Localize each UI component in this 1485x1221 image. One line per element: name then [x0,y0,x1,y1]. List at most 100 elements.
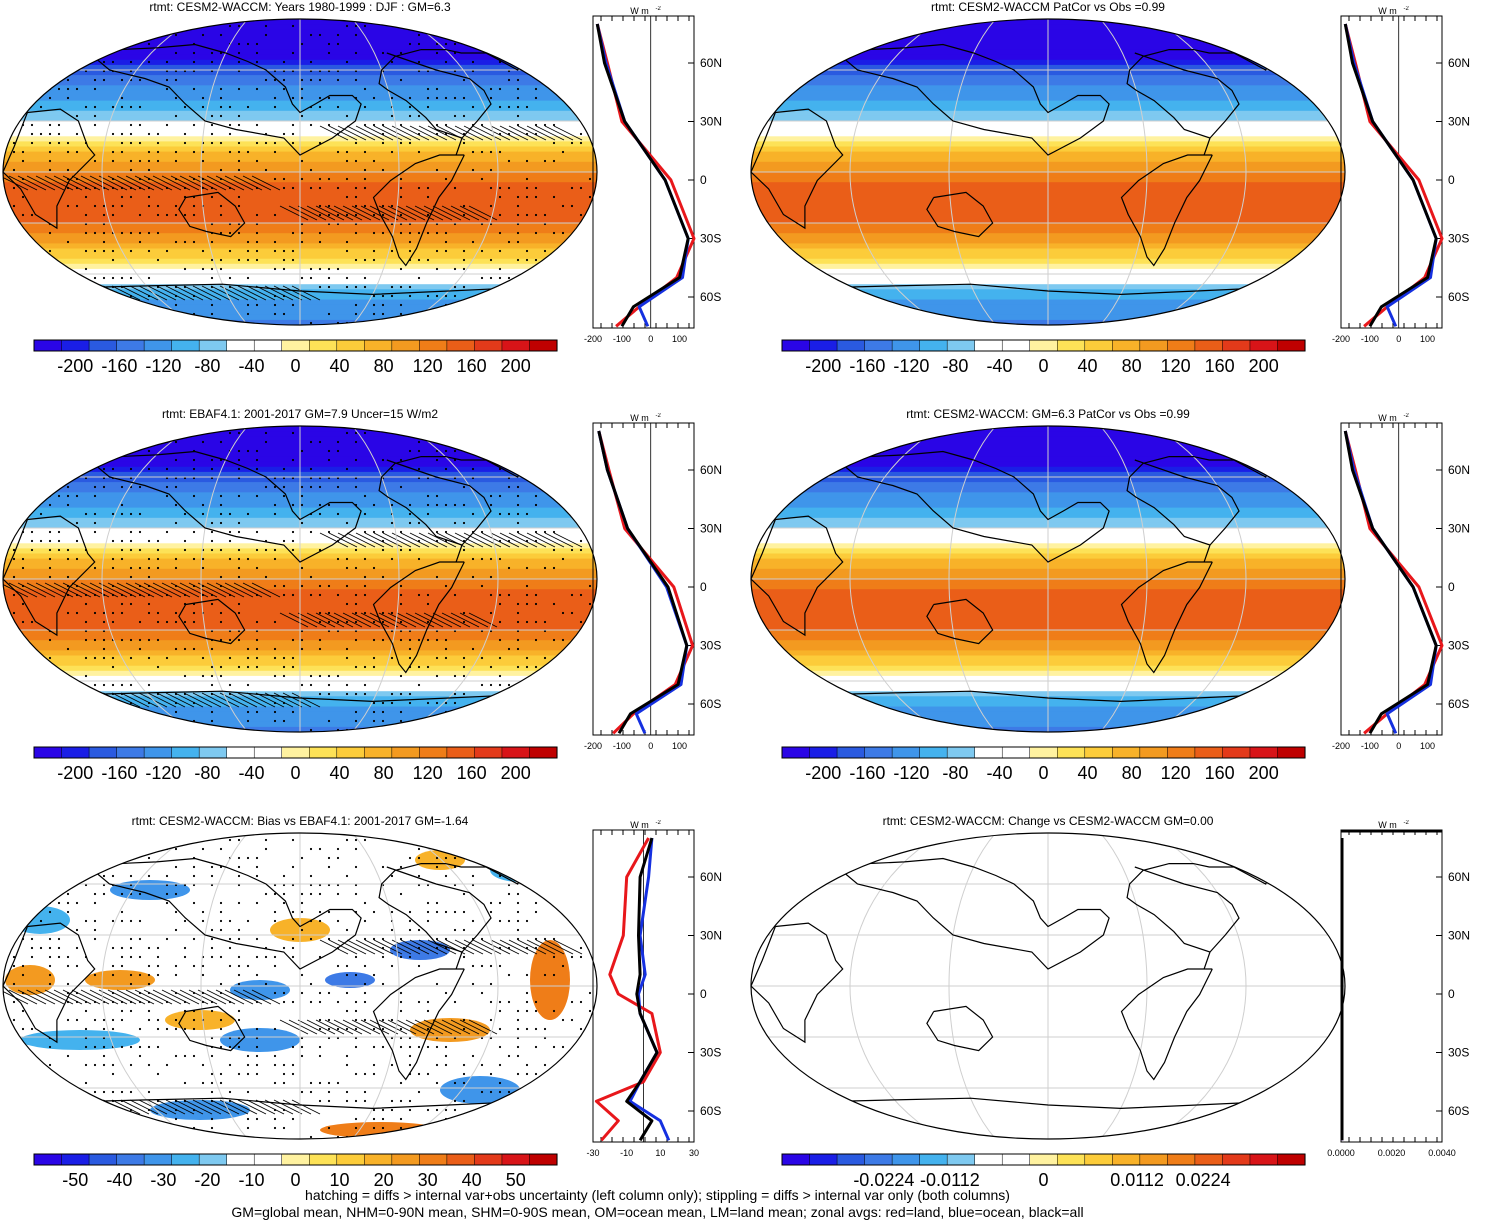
stipple-dot [165,312,169,316]
stipple-dot [138,847,142,851]
stipple-dot [30,710,34,714]
stipple-dot [489,87,493,91]
stipple-dot [147,204,151,208]
stipple-dot [246,665,250,669]
stipple-dot [138,710,142,714]
lat-tick-label: 60S [700,290,721,304]
colorbar-frame [33,339,558,352]
stipple-dot [372,503,376,507]
bias-region [325,972,375,988]
stipple-dot [282,874,286,878]
stipple-dot [408,240,412,244]
stipple-dot [480,847,484,851]
stipple-dot [237,195,241,199]
colorbar-swatch [836,1153,866,1166]
stipple-dot [75,521,79,525]
stipple-dot [21,1009,25,1013]
stipple-dot [399,267,403,271]
meridian-line [849,833,944,1139]
stipple-dot [462,503,466,507]
stipple-dot [66,485,70,489]
stipple-dot [111,946,115,950]
hatch-line [107,989,137,1005]
stipple-dot [462,204,466,208]
stipple-dot [525,919,529,923]
stipple-dot [228,150,232,154]
stipple-dot [156,548,160,552]
stipple-dot [435,701,439,705]
stipple-dot [120,276,124,280]
colorbar-swatch [446,746,475,759]
hatch-line [147,285,177,301]
stipple-dot [57,476,61,480]
stipple-dot [498,1009,502,1013]
hatch-line [553,939,583,955]
stipple-dot [138,33,142,37]
stipple-dot [57,87,61,91]
stipple-dot [12,955,16,959]
stipple-dot [318,512,322,516]
stipple-dot [93,856,97,860]
stipple-dot [237,1018,241,1022]
stipple-dot [489,910,493,914]
stipple-dot [318,1099,322,1103]
stipple-dot [174,78,178,82]
stipple-dot [570,51,574,55]
stipple-dot [552,674,556,678]
hatch-line [66,1099,96,1115]
stipple-dot [30,838,34,842]
stipple-dot [417,1045,421,1049]
hatch-line [17,582,47,598]
stipple-dot [291,141,295,145]
lat-tick-label: 30N [1448,929,1470,943]
hatch-line [459,612,489,628]
stipple-dot [282,1126,286,1130]
stipple-dot [489,901,493,905]
hatch-line [273,692,303,708]
stipple-dot [147,719,151,723]
stipple-dot [498,285,502,289]
stipple-dot [408,294,412,298]
coastline [378,49,523,156]
hatch-line [328,939,358,955]
stipple-dot [462,1018,466,1022]
stipple-dot [525,665,529,669]
stipple-dot [237,521,241,525]
hatch-line [391,532,421,548]
stipple-dot [399,177,403,181]
stipple-dot [102,485,106,489]
hatch-line [517,939,547,955]
stipple-dot [426,96,430,100]
colorbar-swatch [309,339,338,352]
stipple-dot [138,1027,142,1031]
bias-region [220,1028,300,1052]
stipple-dot [12,964,16,968]
stipple-dot [417,719,421,723]
hatch-line [360,1019,390,1035]
stipple-dot [462,620,466,624]
stipple-dot [57,276,61,280]
stipple-dot [192,530,196,534]
stipple-dot [291,548,295,552]
stipple-dot [390,928,394,932]
lat-tick-label: 0 [700,580,707,594]
hatch-line [418,939,448,955]
hatch-line [165,1099,195,1115]
hatch-line [400,532,430,548]
stipple-dot [552,1009,556,1013]
stipple-dot [210,674,214,678]
stipple-dot [372,231,376,235]
stipple-dot [246,312,250,316]
stipple-dot [255,213,259,217]
stipple-dot [327,937,331,941]
colorbar-swatch [1112,339,1141,352]
stipple-dot [381,141,385,145]
stipple-dot [12,1000,16,1004]
stipple-dot [534,901,538,905]
colorbar-tick-label: 40 [462,1170,482,1190]
hatch-line [306,1019,336,1035]
stipple-dot [372,710,376,714]
stipple-dot [408,728,412,732]
stipple-dot [156,955,160,959]
stipple-dot [444,503,448,507]
